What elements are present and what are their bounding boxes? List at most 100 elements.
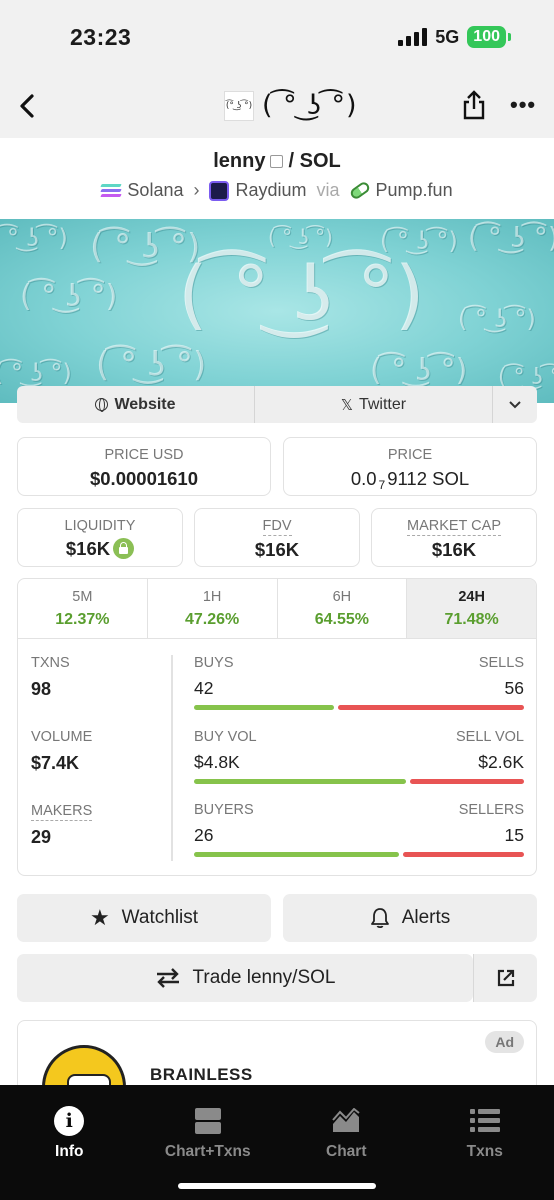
alerts-label: Alerts	[401, 907, 451, 928]
twitter-button[interactable]: 𝕏 Twitter	[255, 386, 493, 423]
dex-name[interactable]: Raydium	[235, 180, 307, 200]
makers-metric: MAKERS 29	[31, 803, 93, 848]
market-cap-box: MARKET CAP $16K	[371, 508, 537, 567]
fdv-label[interactable]: FDV	[195, 518, 359, 536]
price-native-value: 0.0 7 9112 SOL	[284, 468, 536, 492]
sells-label: SELLS	[478, 655, 524, 671]
solana-icon	[100, 183, 123, 198]
chain-name[interactable]: Solana	[127, 180, 184, 200]
more-options-icon[interactable]: •••	[510, 92, 537, 117]
twitter-label: Twitter	[358, 395, 407, 413]
price-digits: 9112	[387, 468, 428, 489]
buys-sells-ratio: BUYS SELLS 42 56	[194, 655, 524, 710]
tab-txns[interactable]: Txns	[416, 1085, 554, 1200]
launchpad-name[interactable]: Pump.fun	[375, 180, 453, 200]
token-title: (͡° ͜ʖ ͡°) ( ͡° ͜ʖ ͡°)	[224, 90, 358, 121]
raydium-icon	[209, 180, 230, 201]
tab-1h[interactable]: 1H 47.26%	[148, 579, 278, 638]
pair-quote: SOL	[299, 150, 341, 172]
txns-value: 98	[31, 679, 52, 699]
timeframe-tabs: 5M 12.37% 1H 47.26% 6H 64.55% 24H 71.48%	[18, 579, 536, 639]
banner-face: ( ͡° ͜ʖ ͡°)	[468, 221, 554, 254]
buyers-sellers-ratio: BUYERS SELLERS 26 15	[194, 802, 524, 857]
x-logo-icon: 𝕏	[340, 396, 353, 414]
banner-face: ( ͡° ͜ʖ ͡°)	[96, 345, 207, 385]
column-divider	[171, 655, 173, 861]
website-button[interactable]: Website	[17, 386, 255, 423]
share-icon[interactable]	[460, 90, 488, 120]
home-indicator[interactable]	[178, 1183, 376, 1189]
makers-label[interactable]: MAKERS	[31, 803, 93, 821]
split-view-icon	[194, 1108, 221, 1134]
sell-vol-label: SELL VOL	[456, 729, 524, 745]
pair-base: lenny	[213, 150, 266, 172]
banner-face: ( ͡° ͜ʖ ͡°)	[20, 279, 118, 314]
ratio-bar	[194, 852, 524, 857]
txns-label: TXNS	[31, 655, 70, 671]
buyers-label: BUYERS	[194, 802, 254, 818]
tab-chart[interactable]: Chart	[277, 1085, 416, 1200]
buyers-value: 26	[194, 825, 214, 845]
banner-face: ( ͡° ͜ʖ ͡°)	[90, 227, 201, 267]
back-arrow-icon[interactable]	[16, 92, 40, 120]
battery-icon: 100	[467, 26, 511, 48]
tab-label: Txns	[466, 1143, 503, 1160]
market-cap-label[interactable]: MARKET CAP	[372, 518, 536, 536]
status-time: 23:23	[70, 24, 132, 50]
token-name: ( ͡° ͜ʖ ͡°)	[262, 90, 358, 121]
chevron-right-icon: ›	[193, 180, 200, 200]
price-usd-value: $0.00001610	[89, 468, 199, 489]
volume-label: VOLUME	[31, 729, 93, 745]
tab-label: Chart	[326, 1143, 367, 1160]
tab-chart-txns[interactable]: Chart+Txns	[139, 1085, 278, 1200]
buy-vol-value: $4.8K	[194, 752, 240, 772]
swap-arrows-icon	[156, 968, 179, 988]
watchlist-button[interactable]: ★ Watchlist	[17, 894, 271, 942]
sell-bar-fill	[409, 779, 524, 784]
bottom-tab-bar: i Info Chart+Txns Chart Txns	[0, 1085, 554, 1200]
social-links-bar: Website 𝕏 Twitter	[17, 386, 537, 423]
tab-5m[interactable]: 5M 12.37%	[18, 579, 148, 638]
price-usd-label: PRICE USD	[104, 447, 184, 463]
banner-face: ( ͡° ͜ʖ ͡°)	[0, 359, 72, 387]
buys-value: 42	[194, 678, 214, 698]
makers-value: 29	[31, 827, 52, 847]
more-links-button[interactable]	[493, 386, 537, 423]
pair-separator: /	[288, 150, 295, 172]
open-external-button[interactable]	[473, 954, 537, 1002]
sellers-label: SELLERS	[458, 802, 524, 818]
trading-stats-panel: 5M 12.37% 1H 47.26% 6H 64.55% 24H 71.48%…	[17, 578, 537, 876]
volume-value: $7.4K	[31, 753, 80, 773]
sell-bar-fill	[338, 705, 524, 710]
copy-icon[interactable]	[269, 155, 283, 168]
banner-face: ( ͡° ͜ʖ ͡°)	[458, 305, 536, 333]
price-native-label: PRICE	[387, 447, 433, 463]
tab-6h[interactable]: 6H 64.55%	[278, 579, 408, 638]
liquidity-label: LIQUIDITY	[64, 518, 136, 534]
liquidity-value: $16K	[18, 538, 182, 560]
price-usd-box: PRICE USD $0.00001610	[17, 437, 271, 496]
timeframe-label: 6H	[332, 589, 352, 605]
chart-icon	[332, 1108, 360, 1132]
pill-icon	[348, 180, 371, 201]
tab-24h[interactable]: 24H 71.48%	[407, 579, 536, 638]
trade-button[interactable]: Trade lenny/SOL	[17, 954, 473, 1002]
tab-label: Info	[55, 1143, 84, 1160]
buy-vol-label: BUY VOL	[194, 729, 257, 745]
banner-face: ( ͡° ͜ʖ ͡°)	[370, 353, 468, 388]
price-prefix: 0.0	[350, 468, 377, 489]
banner-face: ( ͡° ͜ʖ ͡°)	[380, 227, 458, 255]
list-icon	[469, 1109, 500, 1132]
lock-icon[interactable]	[113, 538, 135, 559]
tab-info[interactable]: i Info	[0, 1085, 139, 1200]
external-link-icon	[497, 969, 514, 987]
network-type: 5G	[435, 26, 460, 47]
ad-badge: Ad	[485, 1031, 524, 1053]
alerts-button[interactable]: Alerts	[283, 894, 537, 942]
fdv-box: FDV $16K	[194, 508, 360, 567]
token-logo: (͡° ͜ʖ ͡°)	[224, 90, 254, 121]
banner-face: ( ͡° ͜ʖ ͡°)	[178, 249, 425, 338]
bell-icon	[370, 908, 389, 929]
buy-bar-fill	[194, 779, 406, 784]
liquidity-box: LIQUIDITY $16K	[17, 508, 183, 567]
